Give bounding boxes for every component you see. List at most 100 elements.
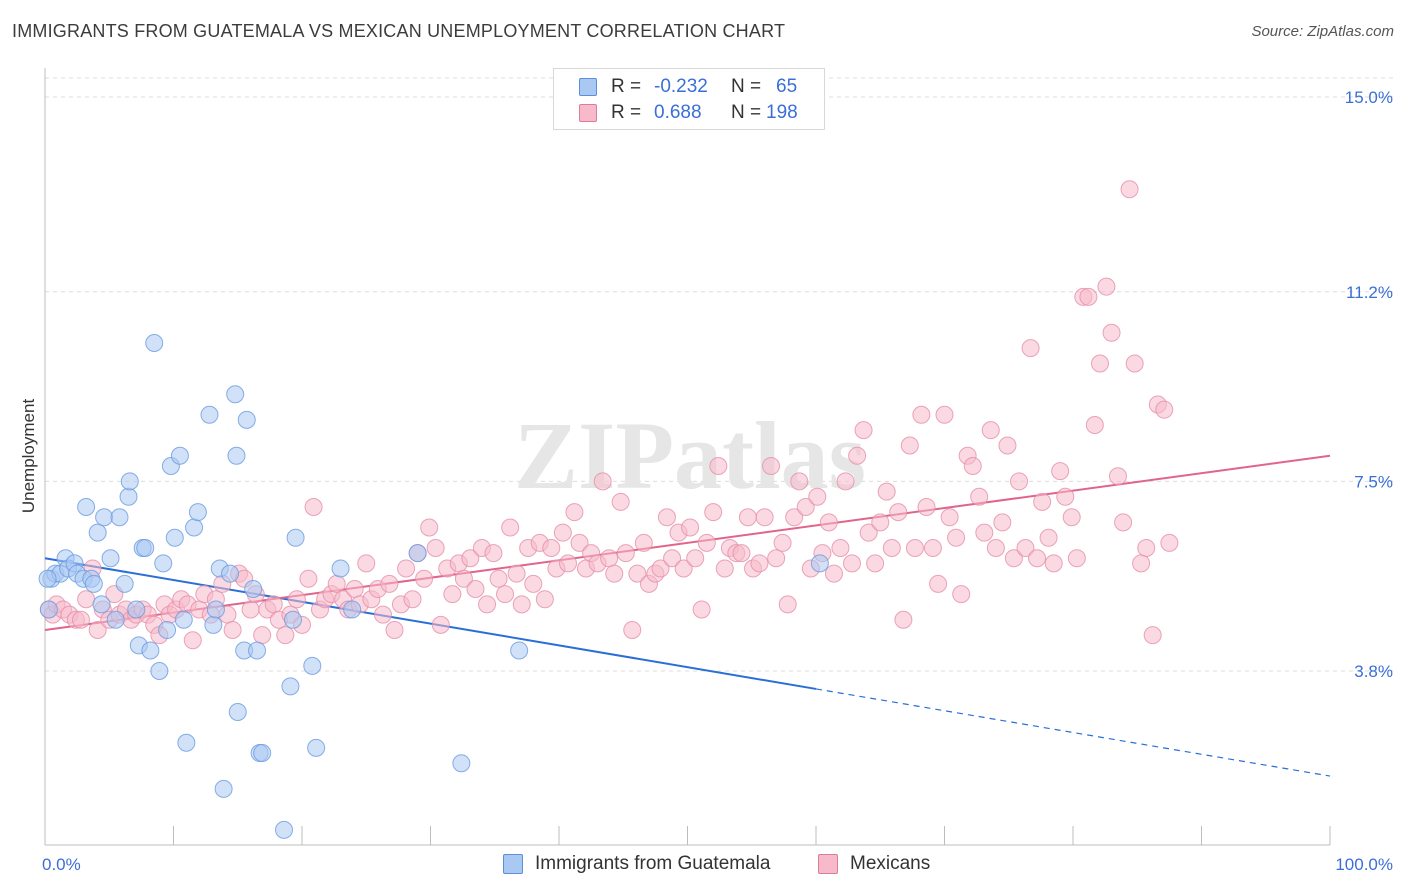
mexican-point — [466, 580, 485, 598]
mexican-point — [1097, 277, 1116, 296]
guatemala-point — [177, 733, 196, 752]
mexican-point — [905, 539, 924, 557]
guatemala-point — [38, 569, 57, 588]
y-tick-label: 3.8% — [1354, 662, 1393, 681]
mexican-point — [975, 523, 994, 542]
mexican-point — [900, 436, 919, 455]
mexican-point — [1067, 549, 1086, 568]
mexican-point — [628, 564, 647, 583]
mexican-point — [634, 533, 653, 552]
guatemala-point — [170, 446, 189, 465]
mexican-point — [1033, 492, 1052, 511]
legend-r-value-guatemala: -0.232 — [654, 76, 708, 97]
guatemala-point — [77, 498, 96, 516]
mexican-point — [253, 626, 272, 645]
mexican-point — [484, 544, 503, 563]
guatemala-point — [115, 574, 134, 593]
mexican-point — [923, 539, 942, 557]
mexican-point — [929, 574, 948, 593]
mexican-point — [778, 595, 797, 614]
mexican-point — [866, 554, 885, 573]
mexican-point — [403, 590, 422, 609]
mexican-point — [715, 559, 734, 578]
mexican-point — [611, 492, 630, 511]
guatemala-point — [343, 600, 362, 619]
legend-r-value-mexicans: 0.688 — [654, 102, 702, 123]
guatemala-point — [253, 744, 272, 762]
guatemala-point — [136, 539, 155, 557]
mexican-point — [1021, 339, 1040, 358]
mexican-point — [1102, 323, 1121, 342]
mexican-point — [570, 533, 589, 552]
mexican-point — [1155, 400, 1174, 419]
mexican-point — [415, 569, 434, 588]
mexican-point — [600, 549, 619, 568]
guatemala-point — [204, 615, 223, 634]
mexican-point — [1044, 554, 1063, 573]
mexican-point — [385, 621, 404, 639]
mexican-point — [535, 590, 554, 609]
mexican-point — [478, 595, 497, 614]
guatemala-point — [810, 554, 829, 573]
mexican-point — [894, 610, 913, 629]
mexican-point — [993, 513, 1012, 532]
mexican-point — [77, 590, 96, 609]
guatemala-point — [307, 738, 326, 757]
mexican-point — [681, 518, 700, 537]
mexican-point — [697, 533, 716, 552]
mexican-point — [1120, 180, 1139, 199]
bottom-legend-label-guatemala: Immigrants from Guatemala — [535, 853, 771, 874]
legend-swatch-mexicans — [579, 104, 597, 122]
guatemala-point — [110, 508, 129, 527]
guatemala-point — [248, 641, 267, 660]
mexican-point — [998, 436, 1017, 455]
mexican-point — [542, 539, 561, 557]
mexican-point — [501, 518, 520, 537]
guatemala-point — [92, 595, 111, 614]
guatemala-point — [408, 544, 427, 563]
mexican-point — [657, 508, 676, 527]
mexican-point — [489, 569, 508, 588]
guatemala-point — [127, 600, 146, 619]
mexican-point — [357, 554, 376, 573]
mexican-point — [808, 487, 827, 506]
y-tick-label: 11.2% — [1346, 283, 1393, 302]
mexican-point — [397, 559, 416, 578]
mexican-point — [1051, 462, 1070, 481]
mexican-point — [755, 508, 774, 527]
stats-legend: R = -0.232 N = 65 R = 0.688 N = 198 — [553, 68, 825, 130]
mexican-point — [767, 549, 786, 568]
mexican-point — [512, 595, 531, 614]
legend-row-mexicans: R = 0.688 N = 198 — [554, 100, 824, 126]
mexican-point — [947, 528, 966, 547]
mexican-point — [623, 621, 642, 639]
mexican-point — [692, 600, 711, 619]
guatemala-point — [331, 559, 350, 578]
mexican-point — [287, 590, 306, 609]
mexican-point — [426, 539, 445, 557]
guatemala-point — [141, 641, 160, 660]
mexican-point — [565, 503, 584, 522]
mexican-point — [593, 472, 612, 491]
y-tick-label: 15.0% — [1345, 88, 1393, 107]
mexican-point — [420, 518, 439, 537]
guatemala-point — [281, 677, 300, 696]
guatemala-point — [237, 410, 256, 429]
guatemala-point — [101, 549, 120, 568]
mexican-point — [940, 508, 959, 527]
mexican-point — [1137, 539, 1156, 557]
bottom-legend-label-mexicans: Mexicans — [850, 853, 931, 874]
mexican-point — [1132, 554, 1151, 573]
mexican-point — [1010, 472, 1029, 491]
mexican-point — [796, 498, 815, 516]
mexican-point — [443, 585, 462, 604]
mexican-point — [461, 549, 480, 568]
guatemala-trend-extension — [815, 688, 1331, 777]
mexican-point — [1028, 549, 1047, 568]
guatemala-point — [88, 523, 107, 542]
mexican-point — [912, 405, 931, 424]
mexican-point — [299, 569, 318, 588]
mexican-point — [952, 585, 971, 604]
legend-n-value-guatemala: 65 — [776, 76, 798, 97]
mexican-point — [674, 559, 693, 578]
